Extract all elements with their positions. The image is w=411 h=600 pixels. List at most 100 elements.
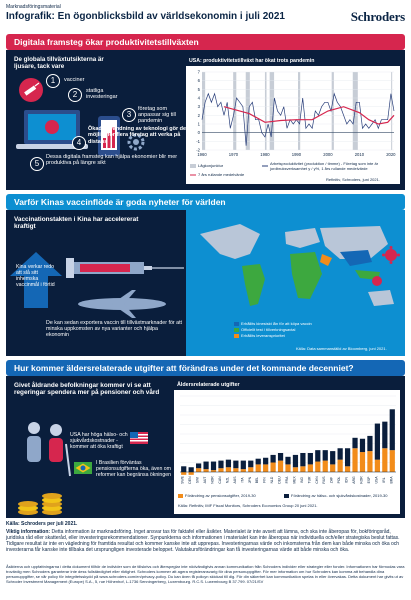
health-bar-can <box>218 460 224 469</box>
recession-band-6 <box>331 72 334 150</box>
pension-bar-nzl <box>225 467 232 472</box>
legend-trial: Officiellt test / tillverkningsavtal <box>241 327 296 332</box>
x-tick-label: 2010 <box>355 152 365 157</box>
brazil-note: I Brasilien förväntas pensionsutgifterna… <box>96 460 171 478</box>
pension-legend-swatch <box>178 494 183 498</box>
category-label: SWE <box>181 475 185 483</box>
x-tick-label: 2000 <box>323 152 333 157</box>
fine-print: Åsikterna och uppfattningarna i detta do… <box>6 564 405 584</box>
age-spending-chart-box: Äldersrelaterade utgifter SWE DEN SWI AUT NO… <box>174 380 400 514</box>
x-tick-label: 1960 <box>197 152 207 157</box>
y-tick-label: 7 <box>198 70 201 75</box>
pension-bar-nld <box>270 462 276 472</box>
age-spending-bar-chart: SWE DEN SWI AUT NOR CAN NZL AUS ITA JPN BEL FIN NLD D… <box>180 395 396 484</box>
x-tick-label: 1970 <box>229 152 239 157</box>
step-1-circle: 1 <box>46 74 60 88</box>
health-bar-bra <box>389 409 395 451</box>
growth-driver-5: Dessa digitala framsteg kan hjälpa ekono… <box>46 154 178 167</box>
vaccine-export-text: De kan sedan exportera vaccin till tillv… <box>46 320 183 339</box>
health-bar-pol <box>337 448 343 460</box>
health-bar-aus <box>233 460 239 469</box>
category-label: BRA <box>389 476 393 484</box>
pension-bar-aus <box>233 468 239 472</box>
recession-band-3 <box>264 72 267 150</box>
category-label: FIN <box>263 477 267 483</box>
pension-bar-den <box>188 472 194 475</box>
productivity-chart-box: USA: produktivitetstillväxt har ökat tro… <box>186 56 400 184</box>
recession-band-2 <box>245 72 250 150</box>
category-label: CAN <box>218 476 222 484</box>
pension-bar-bel <box>255 464 261 472</box>
category-label: BEL <box>255 477 259 484</box>
pension-bar-ita <box>240 469 246 472</box>
health-bar-irl <box>382 421 388 449</box>
section-3-panel: Givet åldrande befolkningar kommer vi se… <box>6 376 405 518</box>
x-tick-label: 1990 <box>292 152 302 157</box>
health-bar-chn <box>315 450 321 462</box>
productivity-series-line <box>201 92 395 146</box>
y-tick-label: 0 <box>198 130 201 135</box>
important-text: Detta information är marknadsföring. Ing… <box>6 529 400 553</box>
x-tick-label: 1980 <box>260 152 270 157</box>
brazil-flag-icon <box>74 462 92 474</box>
health-bar-nor <box>210 461 217 471</box>
syringe-icon <box>66 258 184 278</box>
coin-stack-icon <box>18 493 62 515</box>
y-tick-label: -1 <box>196 139 200 144</box>
recession-band-8 <box>391 72 393 150</box>
category-label: DEU <box>278 476 282 484</box>
health-bar-esp <box>367 435 373 452</box>
phone-chart-icon <box>98 116 120 156</box>
category-label: NLD <box>270 476 274 483</box>
section-2-panel: Vaccinationstakten i Kina har accelerera… <box>6 210 405 356</box>
recession-band-1 <box>233 72 237 150</box>
legend-swatch-trial <box>234 328 239 332</box>
pension-bar-jpn <box>248 467 254 472</box>
pension-bar-usa <box>374 459 380 472</box>
category-label: ESP <box>367 476 371 484</box>
health-bar-bel <box>255 458 261 465</box>
y-tick-label: 4 <box>198 96 201 101</box>
y-tick-label: 2 <box>198 113 201 118</box>
health-bar-jpn <box>248 460 254 468</box>
section-3-lead: Givet åldrande befolkningar kommer vi se… <box>14 382 160 397</box>
world-map <box>200 224 394 306</box>
pension-bar-chn <box>315 461 321 472</box>
map-source: Källa: Data sammanställd av Bloomberg, j… <box>296 346 387 351</box>
section-2-title: Varför Kinas vaccinflöde är goda nyheter… <box>6 194 405 210</box>
pension-bar-irl <box>382 448 388 472</box>
productivity-chart-source: Refinitiv, Schroders, juni 2021. <box>326 177 380 182</box>
age-spending-chart-source: Källa: Refinitiv, IMF Fiscal Monitors, S… <box>178 503 318 508</box>
category-label: KOR <box>359 476 363 484</box>
category-label: AUS <box>233 476 237 484</box>
recession-legend-swatch <box>190 164 196 168</box>
pension-bar-nor <box>210 470 217 472</box>
health-bar-swe <box>181 466 187 472</box>
health-bar-zaf <box>330 451 336 465</box>
health-bar-fin <box>263 457 269 465</box>
category-label: SWI <box>196 477 200 483</box>
recession-band-4 <box>269 72 275 150</box>
category-label: IND <box>300 477 304 483</box>
category-label: NOR <box>211 476 215 484</box>
brand-logo: Schroders <box>350 9 405 24</box>
pension-bar-bra <box>389 450 395 472</box>
pension-bar-deu <box>277 460 284 472</box>
health-bar-rus <box>322 450 328 461</box>
y-tick-label: 6 <box>198 78 201 83</box>
growth-driver-3: företag som anpassar sig till pandemin <box>138 106 176 125</box>
health-bar-aut <box>203 461 209 470</box>
health-bar-den <box>188 467 194 472</box>
category-label: AUT <box>203 477 207 484</box>
rolling-average-series-line <box>223 106 395 125</box>
pension-bar-zaf <box>330 464 336 472</box>
health-bar-mex <box>292 454 299 468</box>
important-label: Viktig information: <box>6 529 51 535</box>
growth-driver-4: Ökad användning av teknologi gör det möj… <box>88 126 188 145</box>
growth-driver-1: vacciner <box>64 77 85 83</box>
category-label: TUR <box>307 476 311 484</box>
health-bar-idn <box>344 448 351 467</box>
category-label: IDN <box>345 477 349 483</box>
health-bar-kor <box>359 438 366 453</box>
pension-bar-fra <box>285 464 291 472</box>
